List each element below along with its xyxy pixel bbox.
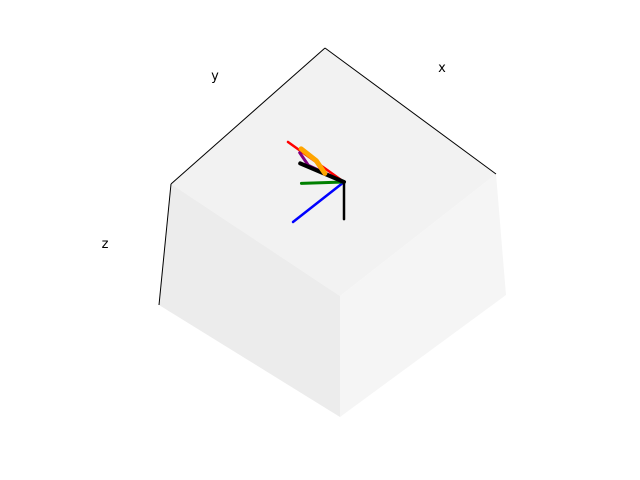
box-edge-y	[170, 47, 326, 185]
series-layer	[286, 140, 346, 224]
box-edge-z	[158, 183, 172, 306]
series-line-6	[298, 146, 328, 176]
series-line-3	[299, 180, 346, 185]
z-axis-label: z	[102, 237, 109, 252]
axes-box	[158, 47, 506, 417]
series-line-1	[291, 180, 346, 224]
right-pane	[340, 174, 506, 417]
left-pane	[159, 184, 340, 417]
top-pane	[171, 48, 496, 296]
box-edge-x	[324, 47, 497, 175]
y-axis-label: y	[211, 69, 219, 84]
x-axis-label: x	[438, 61, 446, 76]
